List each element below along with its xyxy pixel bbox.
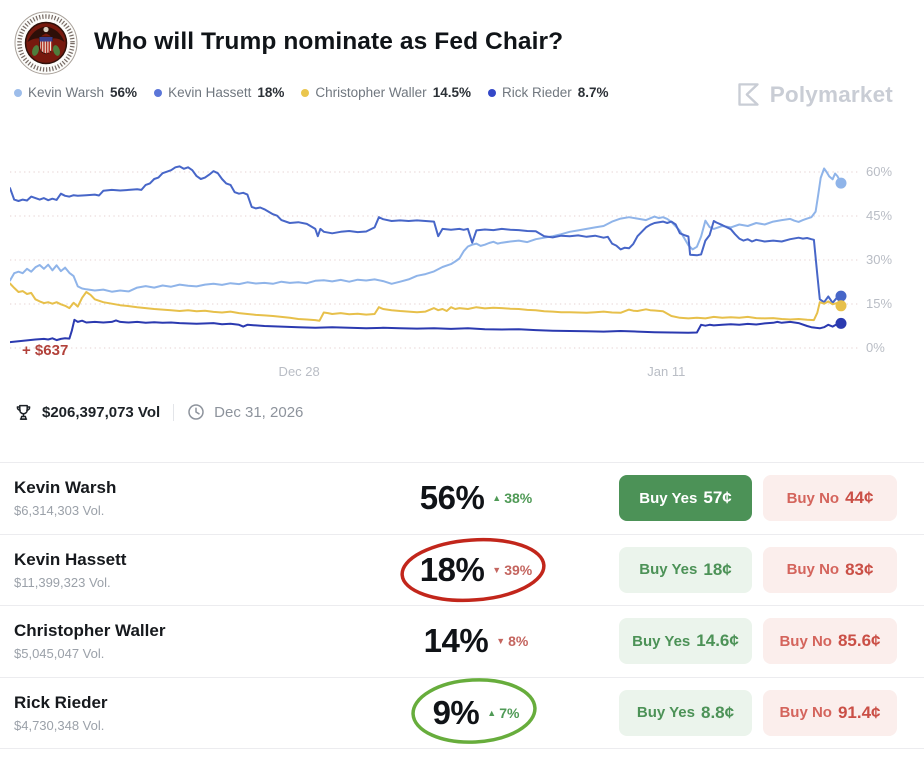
change-value: 38% (504, 490, 533, 507)
series-line-1 (10, 165, 842, 304)
change-arrow-icon: ▲ (492, 493, 502, 504)
outcome-info: Kevin Warsh $6,314,303 Vol. (14, 478, 371, 518)
trophy-icon (16, 404, 31, 420)
change-value: 7% (499, 704, 520, 721)
y-tick-label: 30% (866, 252, 893, 267)
change-arrow-icon: ▲ (487, 707, 497, 718)
chart-legend: Kevin Warsh 56% Kevin Hassett 18% Christ… (14, 85, 609, 100)
buy-yes-button[interactable]: Buy Yes 14.6¢ (619, 618, 752, 665)
outcome-volume: $4,730,348 Vol. (14, 717, 105, 733)
buy-no-button[interactable]: Buy No 91.4¢ (763, 689, 897, 736)
buy-no-button[interactable]: Buy No 85.6¢ (763, 618, 897, 665)
pnl-annotation: + $637 (22, 342, 69, 359)
trade-buttons: Buy Yes 57¢ Buy No 44¢ (619, 475, 897, 522)
chance-value: 18% (419, 550, 485, 588)
outcome-row-rieder[interactable]: Rick Rieder $4,730,348 Vol. 9% ▲ 7% Buy Y… (0, 676, 924, 748)
outcome-chance: 18% ▼ 39% (371, 551, 581, 589)
change-value: 39% (504, 561, 533, 578)
series-line-0 (10, 167, 842, 293)
clock-icon (188, 404, 204, 420)
outcome-volume: $5,045,047 Vol. (14, 646, 105, 662)
outcome-chance: 56% ▲ 38% (371, 479, 581, 517)
buy-no-button[interactable]: Buy No 44¢ (763, 475, 897, 522)
series-endpoint-dot (835, 317, 847, 329)
y-tick-label: 0% (866, 340, 885, 355)
outcome-info: Christopher Waller $5,045,047 Vol. (14, 621, 371, 661)
y-tick-label: 15% (866, 296, 893, 311)
buy-yes-button[interactable]: Buy Yes 8.8¢ (619, 689, 752, 736)
y-tick-label: 60% (866, 164, 893, 179)
polymarket-wordmark: Polymarket (769, 81, 893, 107)
outcome-volume: $6,314,303 Vol. (14, 503, 105, 519)
change-badge: ▼ 8% (496, 633, 528, 649)
outcome-name: Rick Rieder (14, 692, 108, 712)
series-line-3 (10, 318, 842, 344)
outcome-info: Rick Rieder $4,730,348 Vol. (14, 693, 371, 733)
legend-dot-waller (301, 88, 310, 97)
page-title: Who will Trump nominate as Fed Chair? (94, 28, 564, 55)
market-meta: $206,397,073 Vol Dec 31, 2026 (14, 401, 303, 423)
meta-divider (173, 403, 175, 421)
price-chart-canvas (10, 165, 858, 349)
chance-value: 9% (432, 693, 480, 731)
chance-value: 56% (419, 479, 485, 517)
legend-item-waller[interactable]: Christopher Waller 14.5% (301, 85, 471, 100)
outcome-info: Kevin Hassett $11,399,323 Vol. (14, 550, 371, 590)
change-value: 8% (508, 633, 529, 650)
legend-dot-rieder (487, 88, 496, 97)
x-tick-label: Jan 11 (647, 364, 686, 379)
buy-no-button[interactable]: Buy No 83¢ (763, 546, 897, 593)
legend-item-rieder[interactable]: Rick Rieder 8.7% (487, 85, 609, 100)
trade-buttons: Buy Yes 8.8¢ Buy No 91.4¢ (619, 689, 897, 736)
change-badge: ▲ 38% (492, 490, 532, 506)
series-endpoint-dot (835, 290, 847, 302)
outcome-name: Christopher Waller (14, 621, 166, 641)
trade-buttons: Buy Yes 18¢ Buy No 83¢ (619, 546, 897, 593)
outcome-name: Kevin Warsh (14, 478, 117, 498)
outcome-row-hassett[interactable]: Kevin Hassett $11,399,323 Vol. 18% ▼ 39% … (0, 533, 924, 605)
series-endpoint-dot (835, 300, 847, 312)
series-line-2 (10, 282, 842, 322)
outcome-volume: $11,399,323 Vol. (14, 574, 111, 590)
outcome-row-waller[interactable]: Christopher Waller $5,045,047 Vol. 14% ▼… (0, 605, 924, 677)
outcome-chance: 14% ▼ 8% (371, 622, 581, 660)
polymarket-icon (738, 83, 759, 106)
trade-buttons: Buy Yes 14.6¢ Buy No 85.6¢ (619, 618, 897, 665)
series-endpoint-dot (835, 177, 847, 189)
end-date: Dec 31, 2026 (214, 403, 304, 421)
total-volume: $206,397,073 Vol (42, 403, 161, 421)
change-arrow-icon: ▼ (492, 564, 502, 575)
polymarket-logo[interactable]: Polymarket (735, 81, 893, 108)
change-arrow-icon: ▼ (496, 636, 506, 647)
outcomes-list: Kevin Warsh $6,314,303 Vol. 56% ▲ 38% Buy… (0, 462, 924, 749)
legend-dot-warsh (14, 88, 22, 97)
x-tick-label: Dec 28 (278, 364, 320, 379)
chance-value: 14% (423, 622, 489, 660)
outcome-chance: 9% ▲ 7% (371, 694, 581, 732)
legend-dot-hassett (154, 88, 163, 97)
buy-yes-button[interactable]: Buy Yes 18¢ (619, 546, 752, 593)
y-tick-label: 45% (866, 208, 893, 223)
fed-seal-logo (14, 11, 78, 75)
change-badge: ▲ 7% (487, 705, 519, 721)
outcome-row-warsh[interactable]: Kevin Warsh $6,314,303 Vol. 56% ▲ 38% Buy… (0, 462, 924, 534)
outcome-name: Kevin Hassett (14, 549, 127, 569)
legend-item-warsh[interactable]: Kevin Warsh 56% (14, 85, 137, 100)
change-badge: ▼ 39% (492, 562, 532, 578)
price-chart[interactable]: 0% 15% 30% 45% 60% Dec 28 Jan 11 + $637 (0, 140, 924, 390)
legend-item-hassett[interactable]: Kevin Hassett 18% (154, 85, 284, 100)
buy-yes-button[interactable]: Buy Yes 57¢ (619, 475, 752, 522)
